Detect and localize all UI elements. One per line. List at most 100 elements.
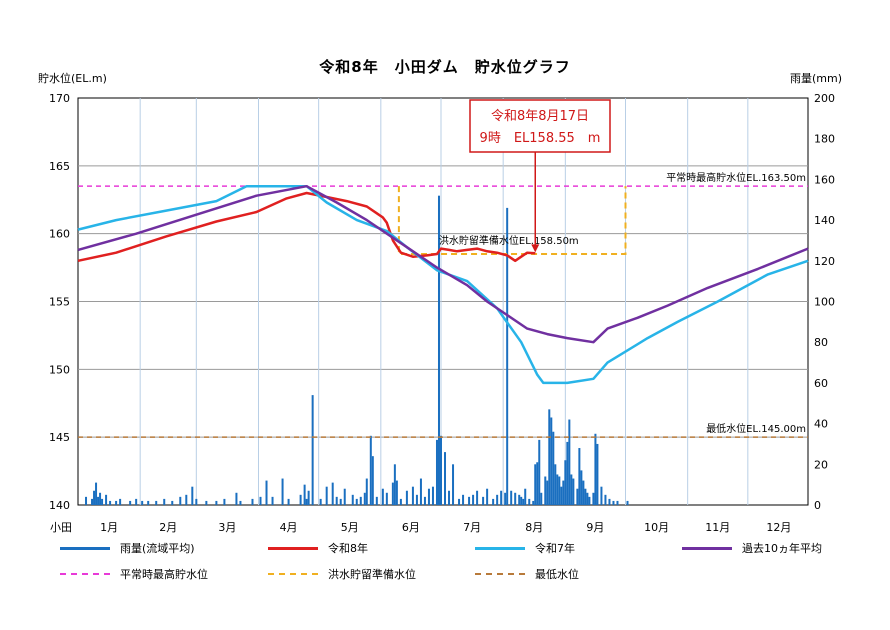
y-right-tick-label: 60 xyxy=(814,377,828,390)
rain-bar xyxy=(163,498,166,505)
rain-bar xyxy=(363,492,366,505)
rain-bar xyxy=(504,492,507,505)
legend-avg-label: 過去10ヵ年平均 xyxy=(742,542,822,555)
rain-bar xyxy=(129,500,132,505)
rain-bar xyxy=(468,496,471,505)
rain-bar xyxy=(101,498,104,505)
rain-bar xyxy=(239,500,242,505)
y-left-tick-label: 160 xyxy=(49,228,70,241)
rain-bar xyxy=(381,488,384,505)
annotation-value: 9時 EL158.55 m xyxy=(480,131,601,146)
rain-bar xyxy=(299,494,302,505)
rain-bar xyxy=(472,494,475,505)
rain-bar xyxy=(97,496,100,505)
rain-bar xyxy=(85,496,88,505)
rain-bar xyxy=(271,496,274,505)
rain-bar xyxy=(115,500,118,505)
legend-r7-swatch xyxy=(475,546,525,550)
rain-bar xyxy=(556,474,559,505)
series-line xyxy=(77,191,536,263)
legend-min-level-swatch xyxy=(475,573,525,575)
legend-flood-reserve-swatch xyxy=(268,573,318,575)
rain-bar xyxy=(580,470,583,505)
rain-bar xyxy=(604,494,607,505)
rain-bar xyxy=(600,486,603,505)
y-right-tick-label: 80 xyxy=(814,336,828,349)
rain-bar xyxy=(486,488,489,505)
rain-bar xyxy=(351,494,354,505)
rain-bar xyxy=(562,480,565,505)
rain-bar xyxy=(564,460,567,505)
rain-bar xyxy=(616,500,619,505)
rain-bar xyxy=(99,492,102,505)
rain-bar xyxy=(560,486,563,505)
rain-bar xyxy=(596,443,599,505)
flood-reserve-line xyxy=(397,186,627,256)
rain-bar xyxy=(223,498,226,505)
rain-bar xyxy=(303,484,306,505)
y-left-tick-label: 150 xyxy=(49,363,70,376)
x-tick-label: 2月 xyxy=(159,521,177,534)
x-tick-label: 3月 xyxy=(218,521,236,534)
x-tick-label: 9月 xyxy=(586,521,604,534)
rain-bar xyxy=(235,492,238,505)
y-right-tick-label: 180 xyxy=(814,133,835,146)
reference-line-label: 最低水位EL.145.00m xyxy=(706,422,806,435)
y-right-tick-label: 20 xyxy=(814,458,828,471)
rain-bar xyxy=(528,498,531,505)
rain-bar xyxy=(423,496,426,505)
rain-bar xyxy=(355,498,358,505)
legend-r7: 令和7年 xyxy=(475,540,575,556)
rain-bar xyxy=(375,496,378,505)
rain-bar xyxy=(566,441,569,505)
rain-bar xyxy=(359,496,362,505)
rain-bar xyxy=(510,490,513,505)
rain-bar xyxy=(385,492,388,505)
rain-bar xyxy=(105,494,108,505)
rain-bar xyxy=(335,496,338,505)
rain-bar xyxy=(588,496,591,505)
legend-rain-label: 雨量(流域平均) xyxy=(120,542,195,555)
x-tick-label: 5月 xyxy=(341,521,359,534)
rain-bar xyxy=(476,490,479,505)
rain-bar xyxy=(592,492,595,505)
rain-bar xyxy=(518,494,521,505)
rain-bar xyxy=(546,480,549,505)
rain-bar xyxy=(435,439,438,505)
rain-bar xyxy=(532,500,535,505)
rain-bar xyxy=(195,498,198,505)
rain-bar xyxy=(554,464,557,505)
rain-bar xyxy=(147,500,150,505)
rain-bar xyxy=(444,452,447,505)
y-left-tick-label: 165 xyxy=(49,160,70,173)
rain-bar xyxy=(135,498,138,505)
series-line xyxy=(77,184,809,385)
rain-bar xyxy=(548,409,551,505)
y-left-tick-label: 140 xyxy=(49,499,70,512)
rain-bar xyxy=(205,500,208,505)
rain-bar xyxy=(522,498,525,505)
series-line xyxy=(77,184,809,344)
legend-r8-label: 令和8年 xyxy=(328,542,368,555)
x-tick-label: 10月 xyxy=(644,521,669,534)
rain-bar xyxy=(550,417,553,505)
rain-bar xyxy=(141,500,144,505)
legend-r7-label: 令和7年 xyxy=(535,542,575,555)
rain-bar xyxy=(325,486,328,505)
rain-bar xyxy=(492,498,495,505)
rain-bar xyxy=(93,490,96,505)
rain-bar xyxy=(155,500,158,505)
rain-bar xyxy=(399,498,402,505)
rain-bar xyxy=(582,480,585,505)
rain-bar xyxy=(95,482,98,505)
legend-normal-max-label: 平常時最高貯水位 xyxy=(120,568,208,581)
rain-bar xyxy=(608,498,611,505)
rain-bar xyxy=(482,496,485,505)
rain-bar xyxy=(179,496,182,505)
flood-reserve-label: 洪水貯留準備水位EL.158.50m xyxy=(439,234,579,247)
y-right-tick-label: 200 xyxy=(814,92,835,105)
rain-bar xyxy=(427,488,430,505)
legend-normal-max: 平常時最高貯水位 xyxy=(60,566,208,582)
rain-bar xyxy=(558,476,561,505)
